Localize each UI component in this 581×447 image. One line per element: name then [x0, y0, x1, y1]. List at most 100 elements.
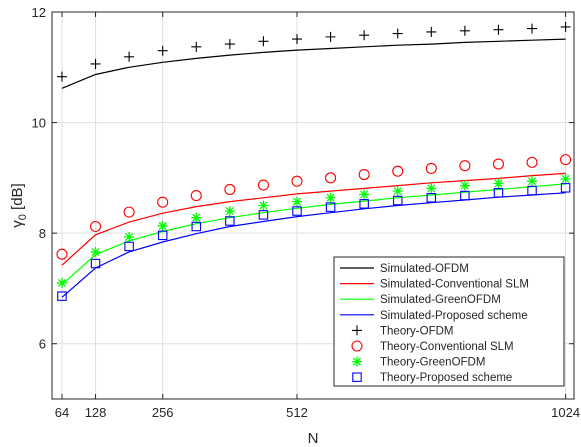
data-point-theory-greenofdm	[325, 192, 336, 203]
data-point-theory-ofdm	[56, 71, 67, 82]
data-point-theory-proposed-scheme	[258, 210, 269, 220]
legend-label-simulated-greenofdm: Simulated-GreenOFDM	[380, 294, 501, 306]
data-point-theory-ofdm	[459, 25, 470, 36]
legend-label-simulated-conventional-slm: Simulated-Conventional SLM	[380, 279, 529, 291]
data-point-theory-proposed-scheme	[359, 199, 369, 209]
legend-marker-theory-conventional-slm	[351, 340, 363, 352]
data-point-theory-proposed-scheme	[460, 190, 470, 201]
data-point-theory-conventional-slm	[89, 220, 102, 233]
data-point-theory-conventional-slm	[56, 248, 68, 260]
data-point-theory-conventional-slm	[291, 175, 303, 187]
y-tick-label: 12	[32, 5, 46, 20]
data-point-theory-greenofdm	[459, 180, 470, 191]
data-point-theory-proposed-scheme	[325, 202, 336, 212]
legend: Simulated-OFDM Simulated-Conventional SLM…	[333, 256, 565, 387]
series-markers	[56, 21, 572, 301]
data-point-theory-proposed-scheme	[392, 195, 403, 206]
data-point-theory-greenofdm	[426, 183, 437, 194]
x-tick-label: 512	[286, 405, 308, 420]
data-point-theory-proposed-scheme	[426, 193, 437, 203]
data-point-theory-ofdm	[191, 41, 202, 52]
y-axis-label: γ0 [dB]	[9, 183, 29, 227]
series-line-simulated-greenofdm	[61, 183, 566, 286]
data-point-theory-greenofdm	[191, 212, 202, 223]
legend-marker-theory-ofdm	[352, 325, 362, 336]
data-point-theory-proposed-scheme	[157, 230, 168, 241]
legend-marker-theory-greenofdm	[352, 356, 362, 367]
data-point-theory-conventional-slm	[257, 179, 269, 191]
data-point-theory-conventional-slm	[325, 172, 337, 184]
y-axis-label-unit: [dB]	[9, 183, 26, 214]
data-point-theory-proposed-scheme	[527, 185, 537, 196]
data-point-theory-greenofdm	[124, 232, 135, 243]
data-point-theory-ofdm	[560, 21, 571, 32]
y-tick-label: 8	[39, 226, 46, 241]
data-point-theory-proposed-scheme	[493, 188, 504, 198]
data-point-theory-proposed-scheme	[124, 241, 134, 252]
data-point-theory-ofdm	[493, 24, 504, 35]
y-axis-label-subscript: 0	[17, 214, 29, 220]
data-point-theory-conventional-slm	[358, 168, 370, 181]
data-point-theory-greenofdm	[157, 220, 168, 231]
data-point-theory-greenofdm	[560, 173, 571, 184]
x-tick-label: 256	[152, 405, 174, 420]
data-point-theory-ofdm	[392, 28, 403, 39]
legend-label-theory-proposed-scheme: Theory-Proposed scheme	[380, 372, 512, 384]
legend-box	[333, 256, 565, 387]
data-point-theory-conventional-slm	[123, 206, 135, 218]
data-point-theory-conventional-slm	[392, 165, 404, 177]
plot-area-frame	[51, 11, 575, 400]
data-point-theory-ofdm	[291, 34, 302, 45]
data-point-theory-greenofdm	[291, 196, 302, 207]
legend-label-theory-ofdm: Theory-OFDM	[380, 325, 453, 337]
data-point-theory-ofdm	[258, 36, 269, 47]
data-point-theory-conventional-slm	[492, 158, 505, 170]
data-point-theory-conventional-slm	[157, 196, 169, 208]
data-point-theory-greenofdm	[527, 176, 538, 187]
legend-label-simulated-proposed-scheme: Simulated-Proposed scheme	[380, 310, 528, 322]
data-point-theory-proposed-scheme	[225, 216, 235, 226]
x-tick-label: 128	[85, 405, 107, 420]
legend-label-simulated-ofdm: Simulated-OFDM	[380, 263, 469, 275]
x-tick-label: 64	[55, 405, 69, 420]
y-tick-label: 6	[39, 337, 46, 352]
data-point-theory-greenofdm	[90, 246, 101, 257]
data-point-theory-proposed-scheme	[292, 206, 302, 216]
series-line-simulated-ofdm	[61, 38, 566, 89]
legend-marker-theory-proposed-scheme	[352, 372, 362, 382]
data-point-theory-proposed-scheme	[57, 291, 67, 301]
data-point-theory-conventional-slm	[526, 156, 538, 168]
data-point-theory-conventional-slm	[224, 183, 236, 196]
axis-ticks: 64 128 256 512 1024 6 8 10 12	[32, 5, 581, 420]
data-point-theory-ofdm	[527, 23, 538, 34]
y-tick-label: 10	[32, 116, 46, 131]
data-point-theory-conventional-slm	[190, 189, 202, 202]
data-point-theory-greenofdm	[493, 178, 504, 189]
data-point-theory-ofdm	[90, 58, 101, 69]
data-point-theory-greenofdm	[258, 200, 269, 211]
data-point-theory-greenofdm	[56, 277, 67, 288]
data-point-theory-proposed-scheme	[560, 183, 571, 193]
data-point-theory-proposed-scheme	[90, 258, 101, 269]
data-point-theory-greenofdm	[359, 189, 370, 200]
legend-label-theory-conventional-slm: Theory-Conventional SLM	[380, 341, 514, 353]
series-lines	[61, 38, 566, 298]
data-point-theory-greenofdm	[392, 186, 403, 197]
data-point-theory-ofdm	[157, 45, 168, 56]
data-point-theory-conventional-slm	[459, 160, 471, 172]
data-point-theory-ofdm	[325, 31, 336, 42]
data-point-theory-proposed-scheme	[191, 221, 202, 232]
x-tick-label: 1024	[551, 405, 580, 420]
data-point-theory-ofdm	[426, 26, 437, 37]
data-point-theory-ofdm	[124, 51, 135, 62]
x-axis-label: N	[308, 430, 319, 447]
y-axis-label-symbol: γ	[9, 220, 26, 228]
data-point-theory-conventional-slm	[425, 162, 437, 175]
data-point-theory-ofdm	[224, 39, 235, 50]
data-point-theory-ofdm	[359, 30, 370, 41]
data-point-theory-conventional-slm	[560, 154, 572, 166]
series-line-simulated-proposed-scheme	[61, 192, 566, 298]
legend-label-theory-greenofdm: Theory-GreenOFDM	[380, 357, 485, 369]
data-point-theory-greenofdm	[224, 206, 235, 217]
